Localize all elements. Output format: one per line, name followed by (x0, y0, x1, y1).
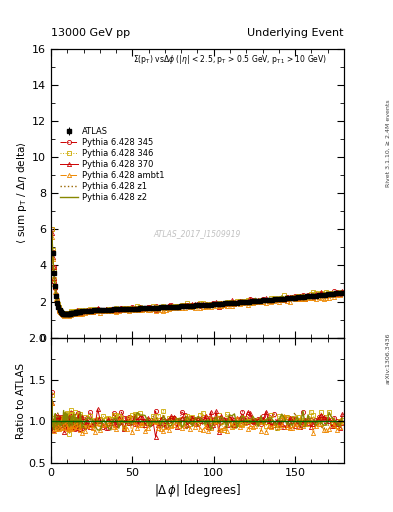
Pythia 6.428 346 (242, 298, 247, 304)
Pythia 6.428 370 (50, 230, 54, 237)
Pythia 6.428 ambt1 (190, 304, 195, 310)
Pythia 6.428 z1 (177, 305, 182, 311)
Pythia 6.428 z1 (50, 233, 54, 240)
Line: Pythia 6.428 ambt1: Pythia 6.428 ambt1 (50, 234, 344, 318)
Pythia 6.428 z1 (63, 313, 68, 319)
Pythia 6.428 ambt1 (319, 295, 323, 302)
Pythia 6.428 346 (66, 312, 71, 318)
Text: Rivet 3.1.10, ≥ 2.4M events: Rivet 3.1.10, ≥ 2.4M events (386, 99, 391, 187)
Line: Pythia 6.428 346: Pythia 6.428 346 (50, 227, 344, 317)
Y-axis label: $\langle$ sum p$_\mathregular{T}$ / $\Delta\eta$ delta$\rangle$: $\langle$ sum p$_\mathregular{T}$ / $\De… (15, 142, 29, 244)
Legend: ATLAS, Pythia 6.428 345, Pythia 6.428 346, Pythia 6.428 370, Pythia 6.428 ambt1,: ATLAS, Pythia 6.428 345, Pythia 6.428 34… (58, 125, 166, 204)
Pythia 6.428 z2 (242, 300, 247, 306)
Pythia 6.428 z1 (76, 308, 81, 314)
Text: $\Sigma$(p$_\mathregular{T}$) vs$\Delta\phi$ ($|\eta|$ < 2.5, p$_\mathregular{T}: $\Sigma$(p$_\mathregular{T}$) vs$\Delta\… (133, 53, 327, 66)
Pythia 6.428 345 (76, 309, 81, 315)
Pythia 6.428 346 (340, 290, 345, 296)
Text: Underlying Event: Underlying Event (247, 28, 344, 38)
Pythia 6.428 370 (190, 301, 195, 307)
Text: arXiv:1306.3436: arXiv:1306.3436 (386, 333, 391, 384)
Pythia 6.428 370 (76, 309, 81, 315)
Pythia 6.428 345 (340, 289, 345, 295)
Pythia 6.428 z2 (340, 289, 345, 295)
Text: 13000 GeV pp: 13000 GeV pp (51, 28, 130, 38)
Line: Pythia 6.428 z2: Pythia 6.428 z2 (52, 232, 342, 315)
Pythia 6.428 370 (242, 300, 247, 306)
Pythia 6.428 345 (50, 226, 54, 232)
Line: Pythia 6.428 z1: Pythia 6.428 z1 (52, 237, 342, 316)
Pythia 6.428 z2 (177, 302, 182, 308)
Pythia 6.428 z1 (295, 297, 300, 303)
Pythia 6.428 370 (62, 312, 67, 318)
Line: Pythia 6.428 370: Pythia 6.428 370 (50, 231, 344, 317)
Pythia 6.428 z2 (295, 293, 300, 299)
Text: ATLAS_2017_I1509919: ATLAS_2017_I1509919 (154, 229, 241, 238)
Pythia 6.428 z1 (242, 302, 247, 308)
Pythia 6.428 z1 (190, 303, 195, 309)
Pythia 6.428 345 (190, 302, 195, 308)
Pythia 6.428 346 (177, 303, 182, 309)
Pythia 6.428 z2 (67, 312, 72, 318)
Pythia 6.428 ambt1 (50, 233, 54, 240)
Pythia 6.428 z1 (340, 292, 345, 298)
Pythia 6.428 345 (295, 293, 300, 300)
Pythia 6.428 370 (319, 289, 323, 295)
Pythia 6.428 345 (242, 300, 247, 306)
Pythia 6.428 z2 (50, 229, 54, 235)
Pythia 6.428 ambt1 (76, 309, 81, 315)
Pythia 6.428 346 (50, 226, 54, 232)
Pythia 6.428 345 (177, 303, 182, 309)
Pythia 6.428 ambt1 (66, 313, 71, 319)
Pythia 6.428 346 (76, 308, 81, 314)
Pythia 6.428 370 (177, 303, 182, 309)
X-axis label: |$\Delta\,\phi$| [degrees]: |$\Delta\,\phi$| [degrees] (154, 482, 241, 499)
Y-axis label: Ratio to ATLAS: Ratio to ATLAS (16, 362, 26, 439)
Pythia 6.428 z2 (76, 308, 81, 314)
Pythia 6.428 345 (319, 291, 323, 297)
Pythia 6.428 346 (295, 293, 300, 300)
Pythia 6.428 z1 (319, 293, 323, 299)
Pythia 6.428 z2 (319, 293, 323, 299)
Pythia 6.428 370 (295, 295, 300, 301)
Line: Pythia 6.428 345: Pythia 6.428 345 (50, 227, 344, 317)
Pythia 6.428 ambt1 (340, 290, 345, 296)
Pythia 6.428 z2 (190, 304, 195, 310)
Pythia 6.428 345 (64, 312, 68, 318)
Pythia 6.428 346 (190, 302, 195, 308)
Pythia 6.428 ambt1 (177, 305, 182, 311)
Pythia 6.428 370 (340, 288, 345, 294)
Pythia 6.428 ambt1 (295, 296, 300, 302)
Pythia 6.428 ambt1 (242, 300, 247, 306)
Pythia 6.428 346 (319, 290, 323, 296)
